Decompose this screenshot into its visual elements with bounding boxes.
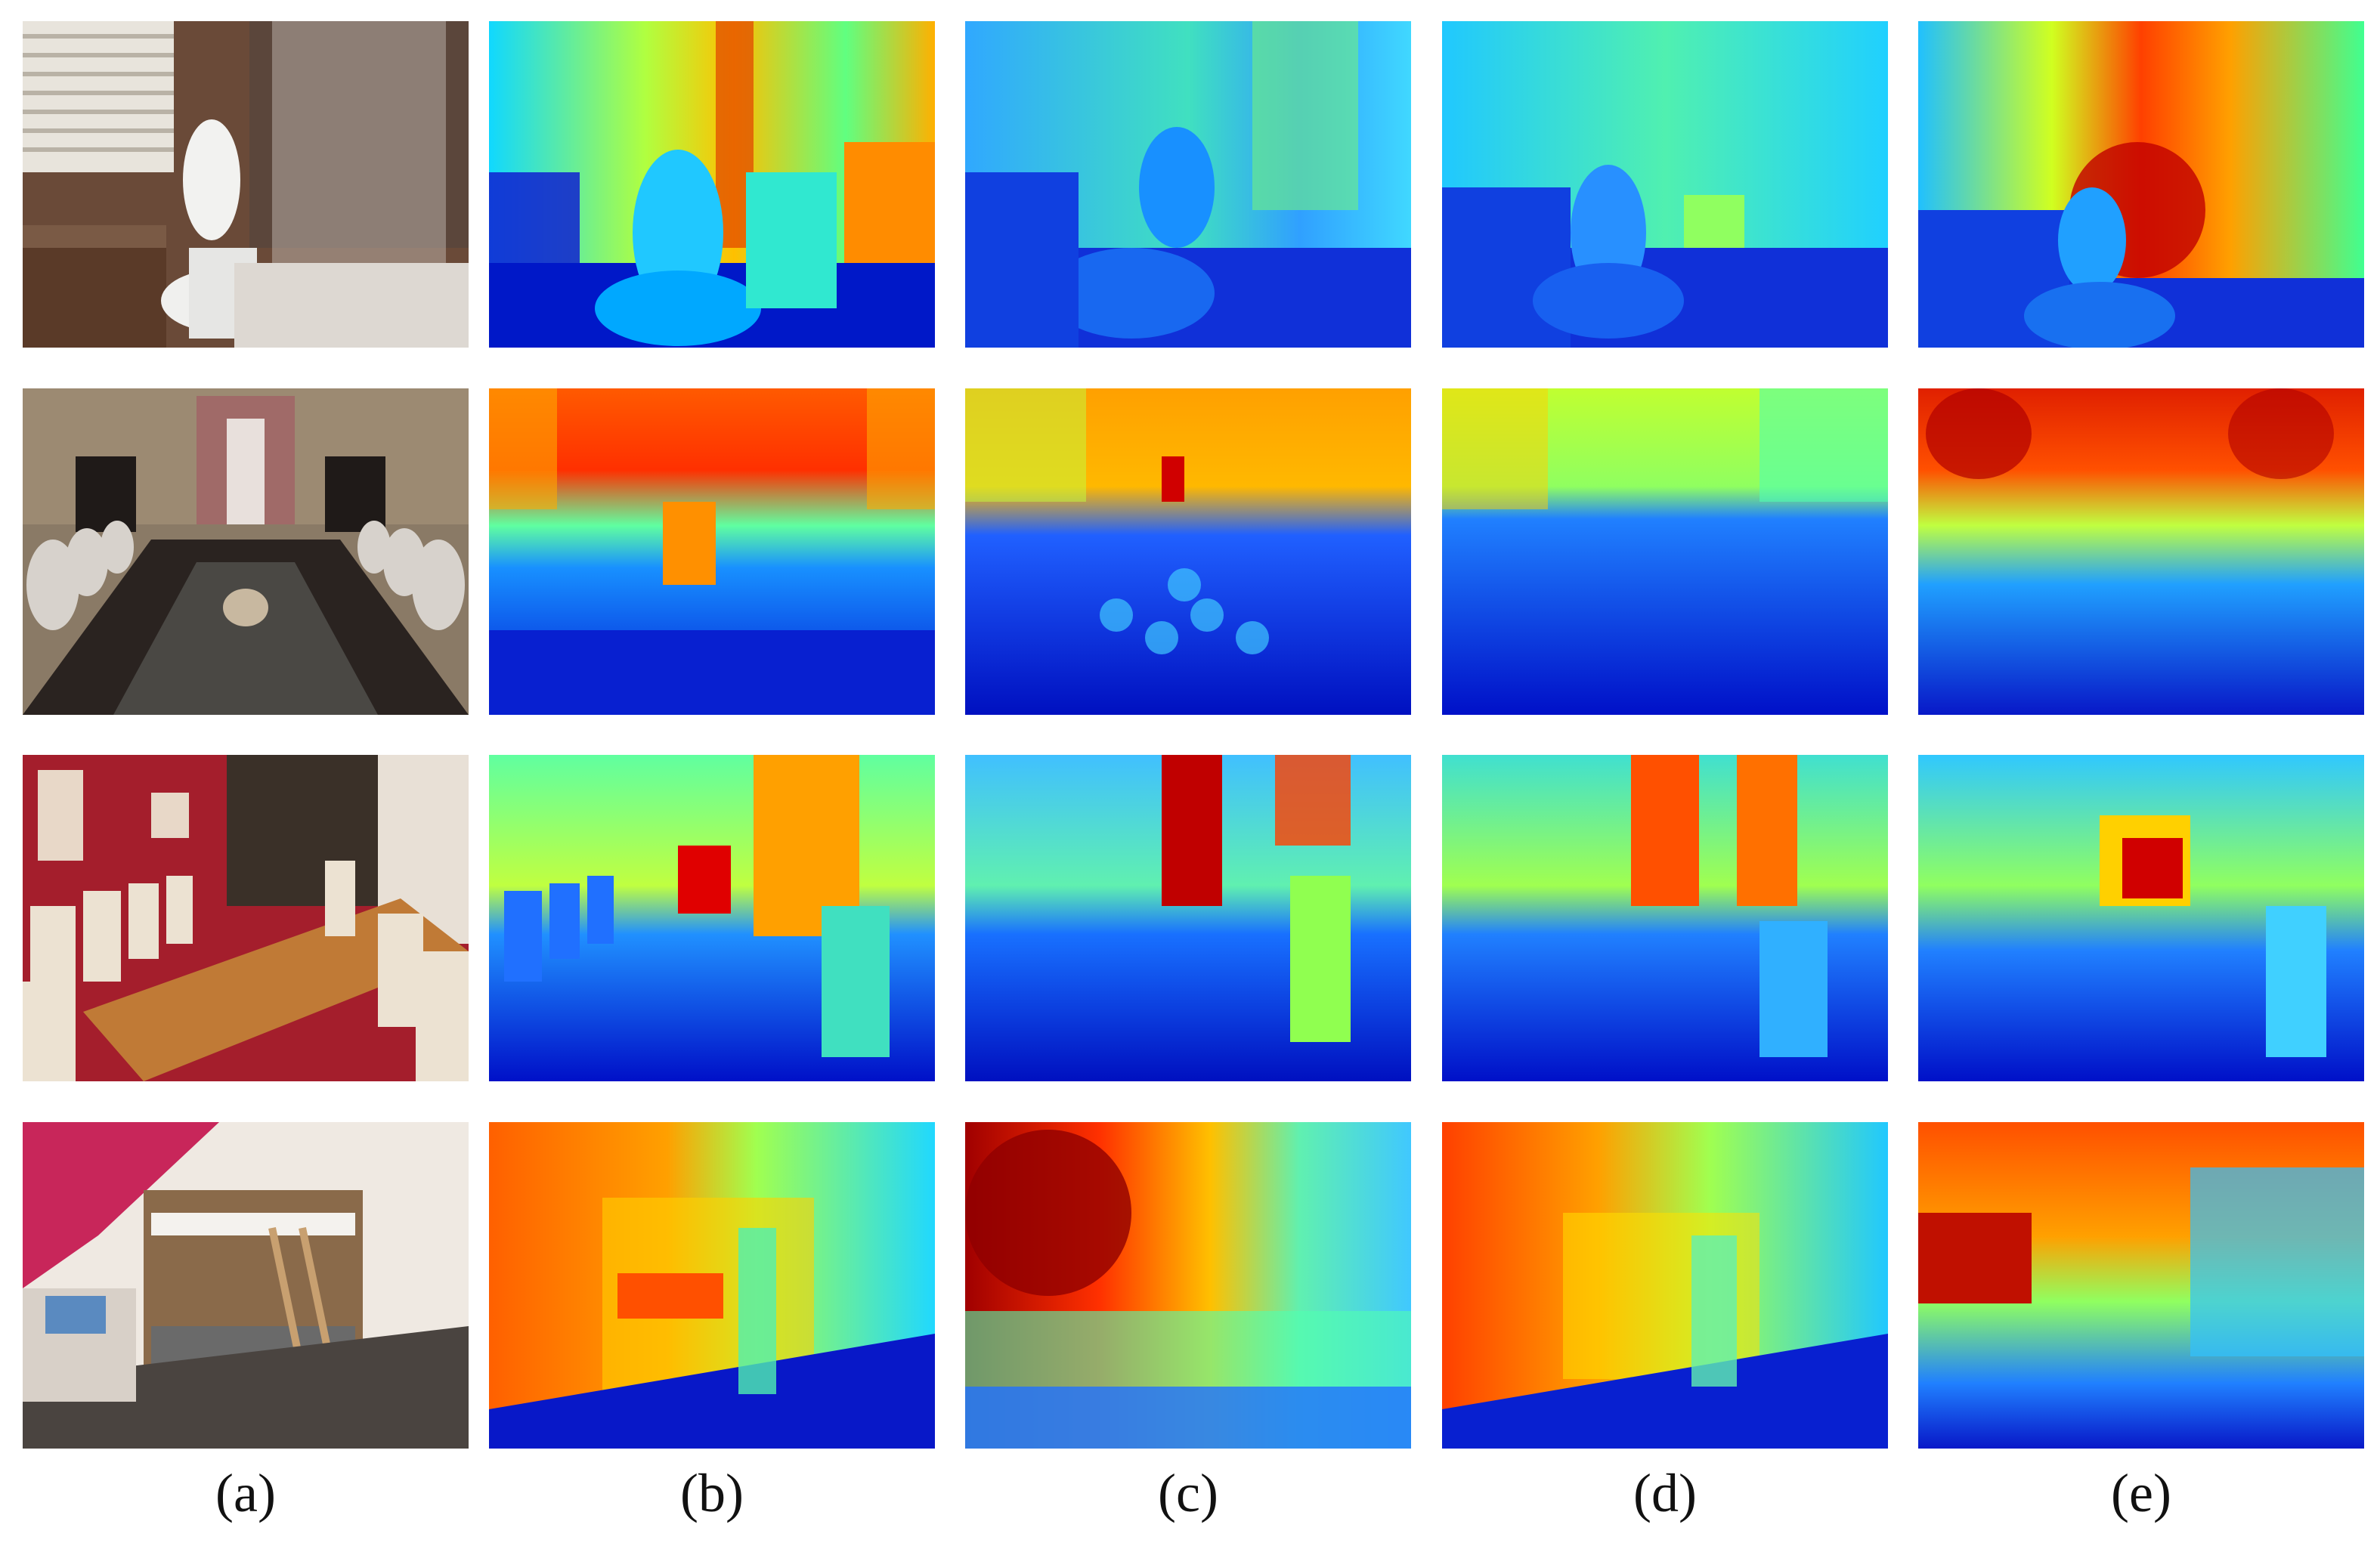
- panel-r1-b-depth: [489, 21, 935, 348]
- dining-room-photo: [23, 388, 469, 715]
- panel-r2-b-depth: [489, 388, 935, 715]
- panel-r4-e-depth: [1918, 1122, 2364, 1449]
- caption-e: (e): [2111, 1463, 2171, 1523]
- panel-r2-c-depth: [965, 388, 1411, 715]
- panel-r3-b-depth: [489, 755, 935, 1081]
- panel-r2-d-depth: [1442, 388, 1888, 715]
- bathroom-photo: [23, 21, 469, 348]
- depth-map: [965, 21, 1411, 348]
- panel-r2-a-rgb: [23, 388, 469, 715]
- panel-r2-e-depth: [1918, 388, 2364, 715]
- caption-a: (a): [215, 1463, 276, 1523]
- depth-map: [965, 1122, 1411, 1449]
- depth-map: [1442, 755, 1888, 1081]
- panel-r3-c-depth: [965, 755, 1411, 1081]
- panel-r3-e-depth: [1918, 755, 2364, 1081]
- depth-map: [965, 755, 1411, 1081]
- panel-r4-d-depth: [1442, 1122, 1888, 1449]
- depth-map: [1442, 388, 1888, 715]
- depth-map: [489, 388, 935, 715]
- panel-r3-a-rgb: [23, 755, 469, 1081]
- depth-map: [1918, 388, 2364, 715]
- caption-b: (b): [680, 1463, 744, 1523]
- panel-r1-a-rgb: [23, 21, 469, 348]
- panel-r1-d-depth: [1442, 21, 1888, 348]
- panel-r4-a-rgb: [23, 1122, 469, 1449]
- panel-r1-e-depth: [1918, 21, 2364, 348]
- depth-map: [1918, 755, 2364, 1081]
- depth-map: [1442, 1122, 1888, 1449]
- depth-map: [965, 388, 1411, 715]
- depth-map: [489, 21, 935, 348]
- depth-map: [1442, 21, 1888, 348]
- depth-map: [489, 755, 935, 1081]
- depth-map: [489, 1122, 935, 1449]
- panel-r4-c-depth: [965, 1122, 1411, 1449]
- panel-r1-c-depth: [965, 21, 1411, 348]
- bedroom-photo: [23, 1122, 469, 1449]
- panel-r3-d-depth: [1442, 755, 1888, 1081]
- depth-map: [1918, 21, 2364, 348]
- dining-room-photo: [23, 755, 469, 1081]
- depth-map: [1918, 1122, 2364, 1449]
- panel-r4-b-depth: [489, 1122, 935, 1449]
- caption-d: (d): [1633, 1463, 1697, 1523]
- caption-c: (c): [1158, 1463, 1218, 1523]
